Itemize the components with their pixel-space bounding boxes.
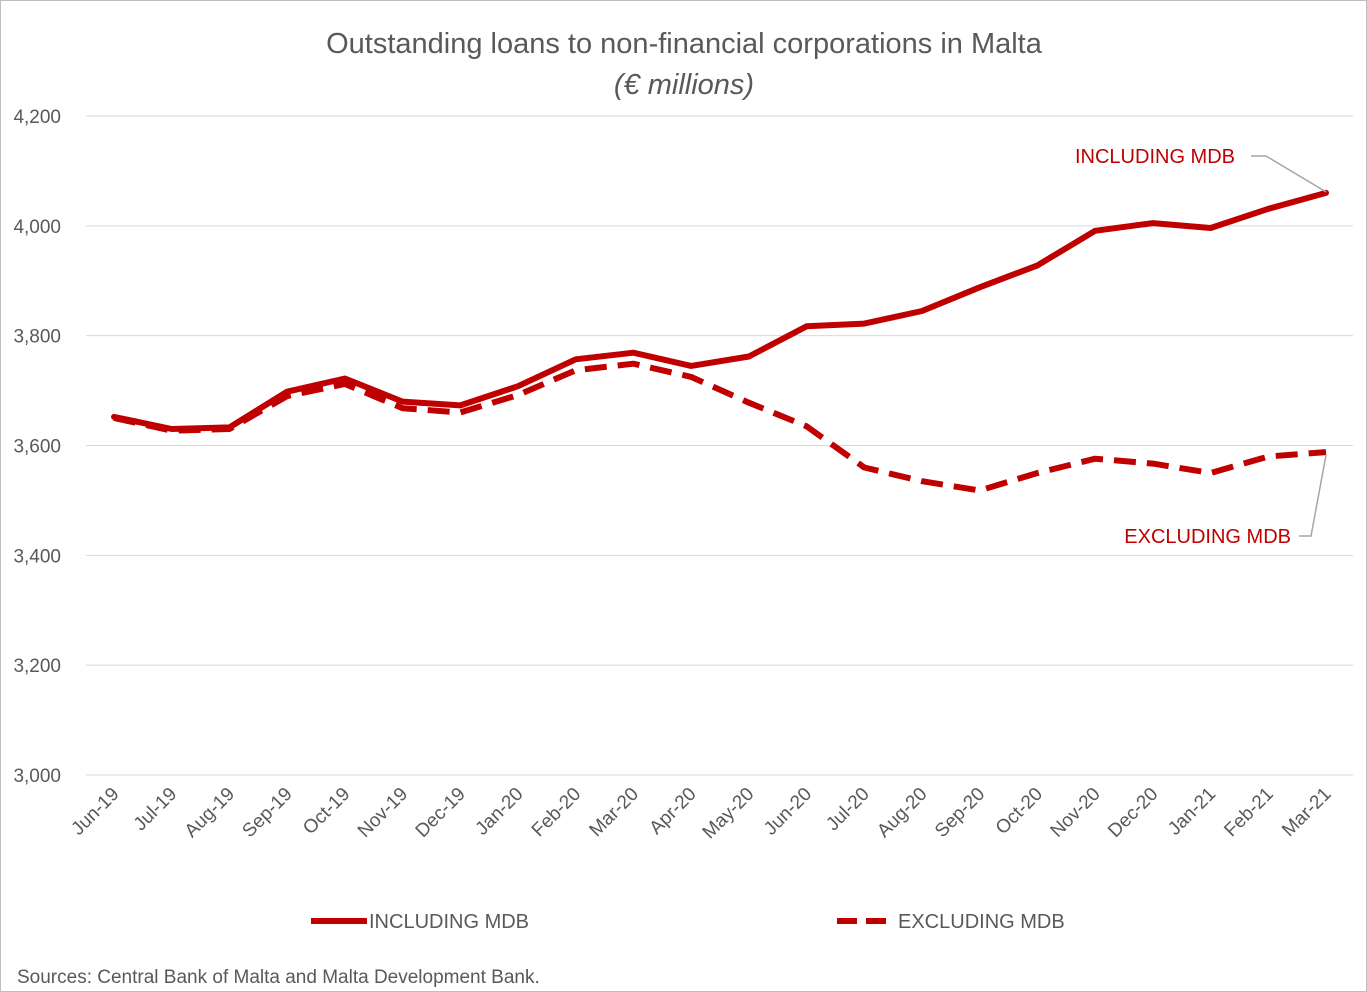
y-tick-label: 3,800 [13, 327, 61, 348]
y-tick-label: 3,200 [13, 656, 61, 677]
x-tick-label: Apr-20 [646, 784, 701, 839]
x-tick-label: Oct-20 [992, 784, 1047, 839]
y-tick-label: 3,000 [13, 766, 61, 787]
x-tick-label: Nov-20 [1047, 784, 1105, 842]
x-tick-label: Jun-19 [68, 784, 124, 840]
y-tick-label: 4,000 [13, 217, 61, 238]
x-tick-label: Feb-21 [1220, 784, 1277, 841]
legend: INCLUDING MDB EXCLUDING MDB [311, 911, 1065, 933]
chart-subtitle: (€ millions) [614, 69, 754, 101]
x-tick-label: Sep-19 [238, 784, 296, 842]
x-tick-label: Jan-20 [472, 784, 528, 840]
annotations: INCLUDING MDB EXCLUDING MDB [1075, 146, 1327, 548]
series-line-including-mdb [111, 189, 1329, 432]
x-tick-label: Mar-21 [1278, 784, 1335, 841]
x-tick-label: Jul-19 [130, 784, 181, 835]
x-tick-label: Aug-20 [873, 784, 931, 842]
y-tick-label: 3,600 [13, 437, 61, 458]
x-tick-label: Feb-20 [528, 784, 585, 841]
gridlines [86, 115, 1353, 776]
series-lines [111, 189, 1329, 494]
x-tick-label: Oct-19 [299, 784, 354, 839]
x-tick-label: Nov-19 [354, 784, 412, 842]
legend-label-including-mdb: INCLUDING MDB [369, 911, 529, 933]
y-tick-label: 4,200 [13, 107, 61, 128]
x-tick-label: Jun-20 [760, 784, 816, 840]
chart-title: Outstanding loans to non-financial corpo… [326, 28, 1043, 60]
x-tick-label: Dec-19 [412, 784, 470, 842]
series-line-excluding-mdb [113, 360, 1327, 494]
annotation-leader-excluding-mdb [1299, 454, 1327, 537]
annotation-including-mdb: INCLUDING MDB [1075, 146, 1235, 168]
x-axis-tick-labels: Jun-19 Jul-19 Aug-19 Sep-19 Oct-19 Nov-19 Dec-… [68, 784, 1336, 844]
x-tick-label: Jan-21 [1164, 784, 1220, 840]
x-tick-label: May-20 [699, 784, 759, 844]
source-note: Sources: Central Bank of Malta and Malta… [17, 967, 540, 988]
y-tick-label: 3,400 [13, 546, 61, 567]
legend-label-excluding-mdb: EXCLUDING MDB [898, 911, 1065, 933]
x-tick-label: Aug-19 [181, 784, 239, 842]
x-tick-label: Sep-20 [931, 784, 989, 842]
annotation-leader-including-mdb [1251, 155, 1327, 193]
x-tick-label: Dec-20 [1104, 784, 1162, 842]
y-axis-tick-labels: 3,000 3,200 3,400 3,600 3,800 4,000 4,200 [13, 107, 61, 787]
annotation-excluding-mdb: EXCLUDING MDB [1124, 526, 1291, 548]
x-tick-label: Jul-20 [822, 784, 873, 835]
x-tick-label: Mar-20 [586, 784, 643, 841]
